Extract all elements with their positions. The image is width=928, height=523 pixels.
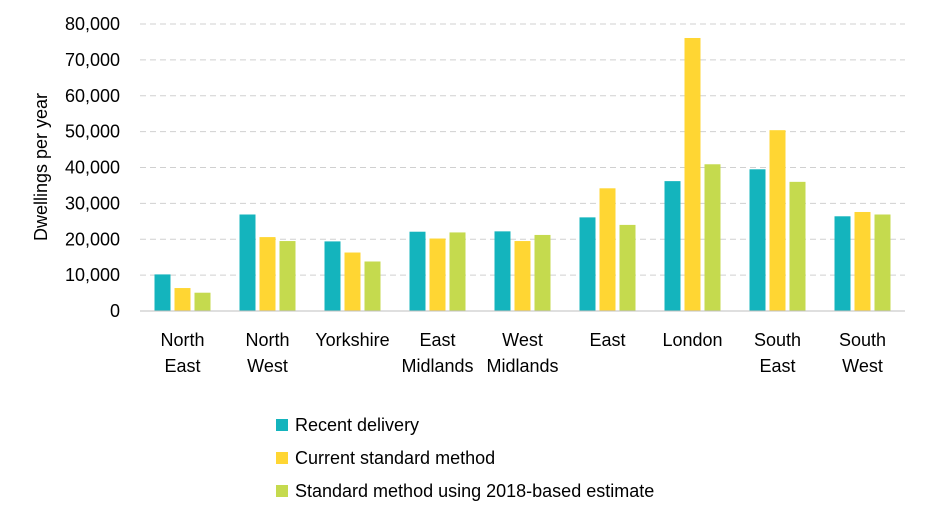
bar: [174, 288, 191, 311]
bar: [769, 130, 786, 311]
legend-swatch: [276, 419, 288, 431]
y-tick-label: 40,000: [65, 158, 120, 178]
x-category-label: South West: [839, 330, 886, 376]
y-tick-label: 0: [110, 301, 120, 321]
bar: [494, 231, 511, 311]
legend-swatch: [276, 485, 288, 497]
bar: [344, 252, 361, 311]
bar: [834, 216, 851, 311]
bar: [409, 231, 426, 311]
bars: [154, 37, 891, 312]
bar: [704, 164, 721, 311]
bar: [364, 261, 381, 311]
x-category-label: West Midlands: [486, 330, 558, 376]
legend-swatch: [276, 452, 288, 464]
bar: [239, 214, 256, 311]
bar: [619, 224, 636, 311]
y-tick-label: 50,000: [65, 122, 120, 142]
bar: [789, 181, 806, 311]
bar: [324, 241, 341, 311]
x-category-label: East Midlands: [401, 330, 473, 376]
bar: [684, 37, 701, 312]
bar: [279, 241, 296, 311]
x-category-label: Yorkshire: [315, 330, 389, 350]
legend-label: Recent delivery: [295, 415, 419, 435]
x-category-label: North West: [245, 330, 289, 376]
y-tick-label: 80,000: [65, 14, 120, 34]
y-axis-ticks: 0 10,000 20,000 30,000 40,000 50,000 60,000 70,…: [65, 14, 120, 321]
legend: Recent delivery Current standard method St…: [276, 415, 654, 501]
bar: [664, 181, 681, 311]
bar: [259, 237, 276, 311]
bar: [534, 234, 551, 311]
bar: [579, 217, 596, 311]
bar: [429, 238, 446, 311]
category-labels: North East North West Yorkshire East Midlands W…: [160, 330, 886, 376]
x-category-label: North East: [160, 330, 204, 376]
y-axis-title: Dwellings per year: [31, 93, 51, 241]
y-tick-label: 20,000: [65, 229, 120, 249]
x-category-label: East: [589, 330, 625, 350]
bar: [449, 232, 466, 311]
bar: [854, 211, 871, 311]
bar: [154, 274, 171, 311]
bar: [514, 241, 531, 311]
legend-item: Current standard method: [276, 448, 495, 468]
y-tick-label: 30,000: [65, 193, 120, 213]
x-category-label: London: [662, 330, 722, 350]
x-category-label: South East: [754, 330, 801, 376]
bar: [599, 188, 616, 311]
bar: [749, 169, 766, 311]
y-tick-label: 70,000: [65, 50, 120, 70]
legend-label: Standard method using 2018-based estimat…: [295, 481, 654, 501]
legend-item: Recent delivery: [276, 415, 419, 435]
bar: [194, 292, 211, 311]
legend-label: Current standard method: [295, 448, 495, 468]
bar: [874, 214, 891, 311]
y-tick-label: 10,000: [65, 265, 120, 285]
y-tick-label: 60,000: [65, 86, 120, 106]
legend-item: Standard method using 2018-based estimat…: [276, 481, 654, 501]
